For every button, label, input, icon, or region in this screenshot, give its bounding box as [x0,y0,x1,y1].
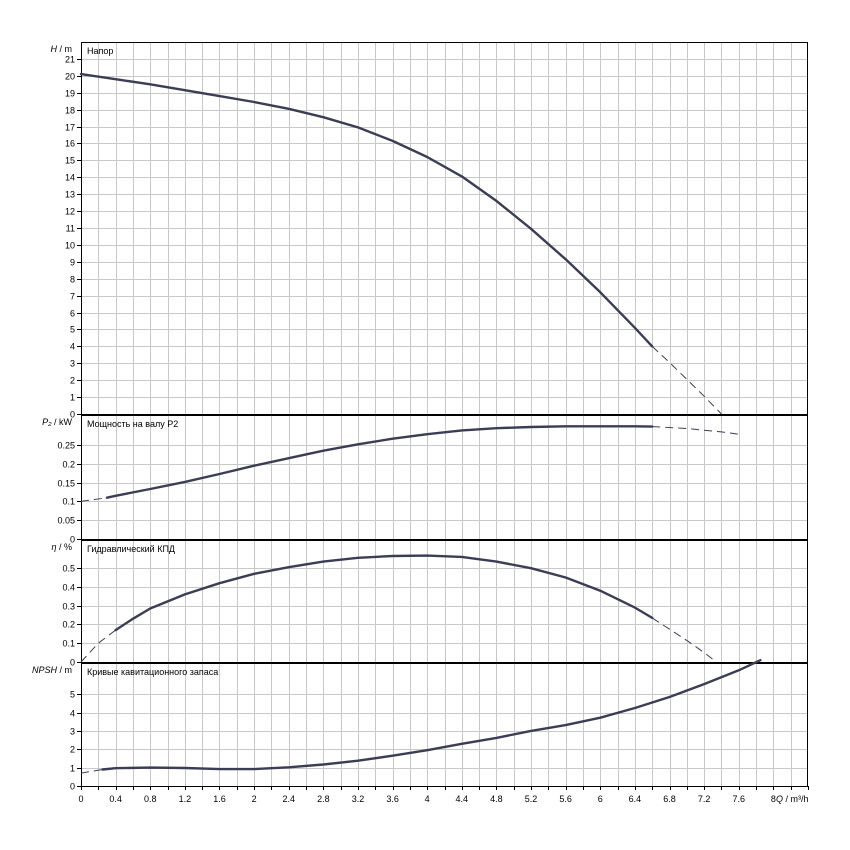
y-tick-label: 9 [70,258,75,268]
panel-title-head: Напор [87,46,113,56]
x-tick-label: 4.4 [456,794,469,804]
x-tick-label: 3.6 [386,794,399,804]
y-tick-label: 15 [65,156,75,166]
panel-frame-efficiency [81,540,808,663]
x-tick-label: 1.6 [213,794,226,804]
y-tick-label: 0 [70,410,75,420]
curve-power [105,425,654,499]
x-axis-unit: / m³/h [783,794,809,804]
x-tick-label: 1.2 [179,794,192,804]
curve-extrapolated-power [80,497,108,502]
panel-frame-head [81,42,808,415]
y-tick-label: 1 [70,393,75,403]
x-tick-label: 5.6 [559,794,572,804]
curve-efficiency [114,554,654,632]
curve-extrapolated-efficiency [80,629,116,663]
panel-title-efficiency: Гидравлический КПД [87,544,175,554]
curve-extrapolated-power [652,426,739,435]
panel-frame-npsh [81,663,808,787]
y-tick-label: 11 [66,224,75,234]
y-axis-symbol: NPSH [32,665,58,675]
y-tick-label: 18 [65,106,75,116]
y-tick-label: 0.15 [57,479,75,489]
y-tick-label: 6 [70,309,75,319]
x-tick-label: 0.4 [109,794,122,804]
x-tick-label: 2.8 [317,794,330,804]
x-tick-label: 7.2 [698,794,711,804]
x-tick-label: 7.6 [733,794,746,804]
y-tick-label: 12 [65,207,75,217]
y-axis-symbol: P₂ [42,417,52,427]
y-tick-label: 0.2 [62,460,75,470]
panel-title-npsh: Кривые кавитационного запаса [87,667,218,677]
y-tick-label: 5 [70,690,75,700]
x-tick-label: 6.4 [629,794,642,804]
y-tick-label: 7 [70,292,75,302]
y-tick-label: 0.1 [62,497,75,507]
curve-npsh [101,659,762,771]
y-tick-label: 0.5 [62,564,75,574]
y-axis-label-npsh: NPSH / m [32,665,72,675]
curve-extrapolated-efficiency [651,617,714,660]
y-tick-label: 2 [70,376,75,386]
y-tick-label: 20 [65,72,75,82]
x-tick-label: 6.8 [663,794,676,804]
y-tick-label: 14 [65,173,75,183]
y-axis-symbol: η [51,542,56,552]
x-axis-symbol: Q [776,794,783,804]
y-tick-label: 0.4 [62,583,75,593]
y-tick-label: 10 [65,241,75,251]
x-tick-label: 0 [78,794,83,804]
y-tick-label: 5 [70,325,75,335]
y-axis-label-efficiency: η / % [51,542,72,552]
y-tick-label: 4 [70,709,75,719]
y-tick-label: 0.2 [62,620,75,630]
y-tick-label: 19 [65,89,75,99]
y-tick-label: 13 [65,190,75,200]
y-axis-unit: / kW [52,417,73,427]
x-tick-label: 5.2 [525,794,538,804]
curve-extrapolated-head [651,346,722,415]
y-tick-label: 8 [70,275,75,285]
y-tick-label: 0.05 [57,516,75,526]
x-axis-label: Q / m³/h [776,794,809,804]
y-tick-label: 0.1 [62,639,75,649]
y-tick-label: 0 [70,535,75,545]
y-tick-label: 0 [70,782,75,792]
y-tick-label: 0 [70,658,75,668]
y-tick-label: 17 [65,123,75,133]
y-tick-label: 16 [65,139,75,149]
y-axis-label-power: P₂ / kW [42,417,72,427]
y-axis-unit: / % [56,542,72,552]
x-tick-label: 8 [771,794,776,804]
y-tick-label: 3 [70,359,75,369]
y-tick-label: 21 [65,55,75,65]
y-tick-label: 0.25 [57,441,75,451]
x-tick-label: 0.8 [144,794,157,804]
y-axis-unit: / m [57,665,72,675]
y-tick-label: 4 [70,342,75,352]
curve-head [79,72,654,348]
y-tick-label: 1 [70,764,75,774]
panel-frame-power [81,415,808,540]
x-tick-label: 2.4 [282,794,295,804]
y-axis-symbol: H [51,44,58,54]
y-tick-label: 2 [70,745,75,755]
x-tick-label: 6 [598,794,603,804]
y-axis-unit: / m [57,44,72,54]
x-tick-label: 3.2 [352,794,365,804]
y-axis-label-head: H / m [51,44,73,54]
x-tick-label: 2 [252,794,257,804]
x-tick-label: 4.8 [490,794,503,804]
y-tick-label: 3 [70,727,75,737]
curve-extrapolated-npsh [80,769,103,774]
y-tick-label: 0.3 [62,602,75,612]
panel-title-power: Мощность на валу P2 [87,419,178,429]
x-tick-label: 4 [425,794,430,804]
